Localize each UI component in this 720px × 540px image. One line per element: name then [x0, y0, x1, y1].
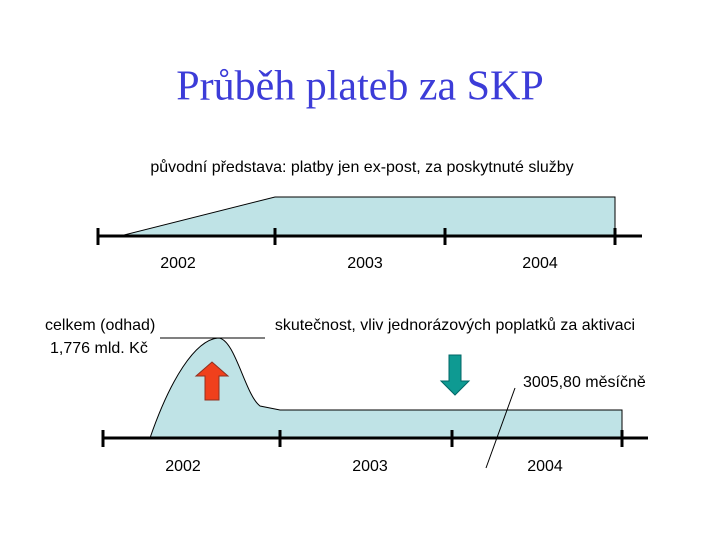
planned-shape: [119, 196, 616, 237]
year: 2002: [165, 458, 201, 475]
up-arrow: [194, 361, 230, 401]
year: 2004: [527, 458, 563, 475]
ticks: [101, 430, 624, 447]
estimate-value: 1,776 mld. Kč: [50, 340, 148, 357]
pointer-line: [485, 387, 516, 469]
year: 2003: [352, 458, 388, 475]
year: 2002: [160, 255, 196, 272]
ticks: [96, 228, 617, 245]
year: 2003: [347, 255, 383, 272]
caption: skutečnost, vliv jednorázových poplatků …: [275, 316, 635, 334]
caption: původní představa: platby jen ex-post, z…: [150, 158, 573, 176]
down-arrow: [439, 354, 471, 396]
year: 2004: [522, 255, 558, 272]
monthly-label: 3005,80 měsíčně: [523, 374, 646, 391]
estimate-label: celkem (odhad): [45, 317, 155, 334]
title: Průběh plateb za SKP: [176, 64, 543, 110]
